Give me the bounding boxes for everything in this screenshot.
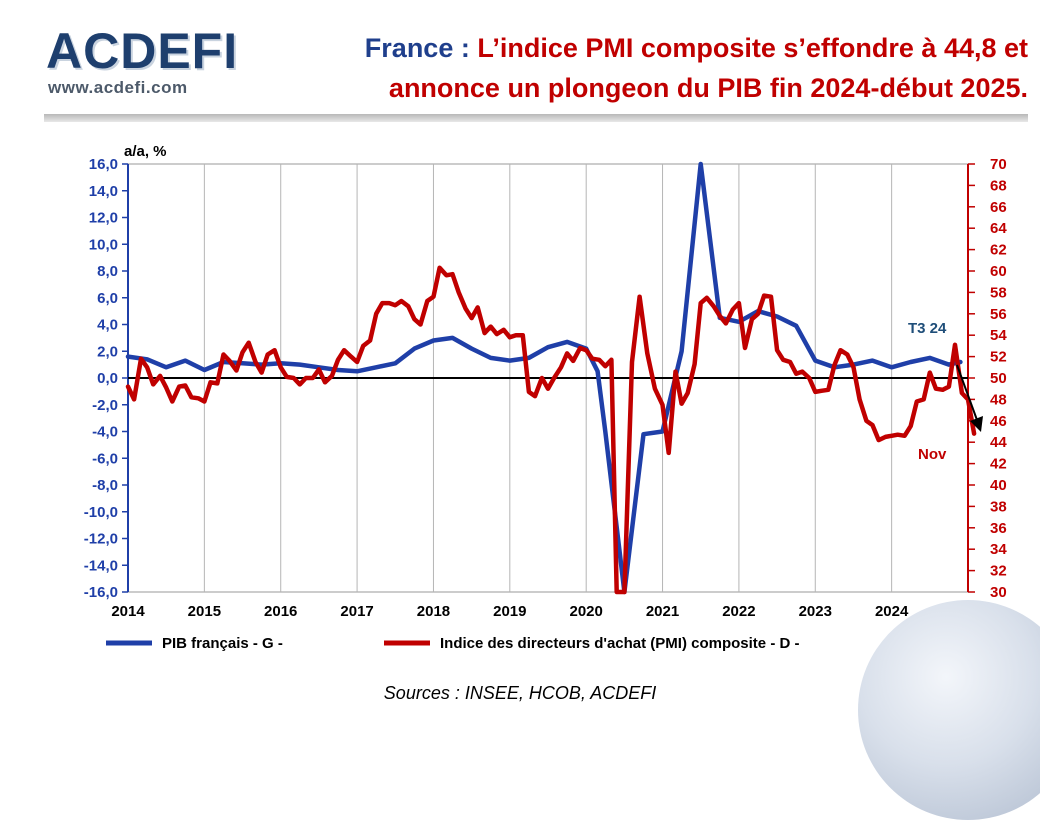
y-right-tick-label: 68: [990, 177, 1007, 194]
x-tick-label: 2024: [875, 603, 909, 620]
y-right-tick-label: 34: [990, 541, 1007, 558]
y-left-tick-label: -12,0: [84, 531, 118, 548]
y-right-tick-label: 38: [990, 498, 1007, 515]
title-country: France :: [364, 33, 470, 63]
y-right-tick-label: 32: [990, 563, 1007, 580]
acdefi-logo: ACDEFI www.acdefi.com: [38, 8, 248, 104]
y-right-tick-label: 30: [990, 584, 1007, 601]
y-left-tick-label: 2,0: [97, 343, 118, 360]
y-right-tick-label: 44: [990, 434, 1007, 451]
y-left-tick-label: -14,0: [84, 557, 118, 574]
y-left-tick-label: -16,0: [84, 584, 118, 601]
x-tick-label: 2021: [646, 603, 679, 620]
y-right-tick-label: 40: [990, 477, 1007, 494]
x-tick-label: 2022: [722, 603, 755, 620]
x-tick-label: 2018: [417, 603, 450, 620]
y-right-tick-label: 70: [990, 156, 1007, 173]
y-right-tick-label: 56: [990, 306, 1007, 323]
y-right-tick-label: 60: [990, 263, 1007, 280]
header-divider: [44, 114, 1028, 122]
x-tick-label: 2016: [264, 603, 297, 620]
y-left-tick-label: -10,0: [84, 504, 118, 521]
y-right-tick-label: 46: [990, 413, 1007, 430]
dual-axis-line-chart: 2014 2015 2016 2017 2018 2019 2020 2021 2022 2023…: [84, 143, 1008, 652]
x-tick-label: 2017: [340, 603, 373, 620]
annotation-t3-24: T3 24: [908, 320, 947, 337]
pmi-line: [125, 265, 977, 595]
trend-arrow-head: [970, 416, 983, 432]
y-right-tick-label: 42: [990, 456, 1007, 473]
y-left-tick-label: 12,0: [89, 210, 118, 227]
y-left-tick-label: 10,0: [89, 236, 118, 253]
y-left-axis-label: a/a, %: [124, 143, 167, 160]
annotation-nov: Nov: [918, 446, 947, 463]
logo-url: www.acdefi.com: [48, 78, 188, 97]
x-tick-label: 2014: [111, 603, 145, 620]
y-right-tick-label: 54: [990, 327, 1007, 344]
x-tick-label: 2023: [799, 603, 832, 620]
y-right-tick-label: 52: [990, 349, 1007, 366]
y-right-tick-label: 36: [990, 520, 1007, 537]
y-left-tick-label: 4,0: [97, 317, 118, 334]
legend-label-pmi: Indice des directeurs d'achat (PMI) comp…: [440, 635, 799, 652]
trend-arrow-shaft: [956, 364, 978, 421]
logo-wordmark: ACDEFI: [46, 23, 239, 79]
x-tick-label: 2019: [493, 603, 526, 620]
title-line1: L’indice PMI composite s’effondre à 44,8…: [469, 33, 1028, 63]
y-left-tick-label: -8,0: [92, 477, 118, 494]
y-right-tick-label: 50: [990, 370, 1007, 387]
gdp-line: [125, 161, 963, 595]
y-right-tick-label: 48: [990, 391, 1007, 408]
y-left-tick-label: 8,0: [97, 263, 118, 280]
y-right-tick-label: 62: [990, 242, 1007, 259]
y-left-tick-label: 14,0: [89, 183, 118, 200]
sources-footnote: Sources : INSEE, HCOB, ACDEFI: [383, 683, 657, 703]
y-right-tick-label: 66: [990, 199, 1007, 216]
y-left-tick-label: 16,0: [89, 156, 118, 173]
y-right-tick-label: 58: [990, 284, 1007, 301]
legend-label-gdp: PIB français - G -: [162, 635, 283, 652]
y-left-tick-label: -6,0: [92, 450, 118, 467]
y-left-tick-label: 0,0: [97, 370, 118, 387]
y-left-tick-label: 6,0: [97, 290, 118, 307]
x-tick-label: 2020: [569, 603, 602, 620]
y-left-tick-label: -4,0: [92, 424, 118, 441]
y-right-tick-label: 64: [990, 220, 1007, 237]
slide-title: France : L’indice PMI composite s’effond…: [308, 28, 1028, 108]
title-line2: annonce un plongeon du PIB fin 2024-débu…: [388, 73, 1028, 103]
y-left-tick-label: -2,0: [92, 397, 118, 414]
x-tick-label: 2015: [188, 603, 221, 620]
